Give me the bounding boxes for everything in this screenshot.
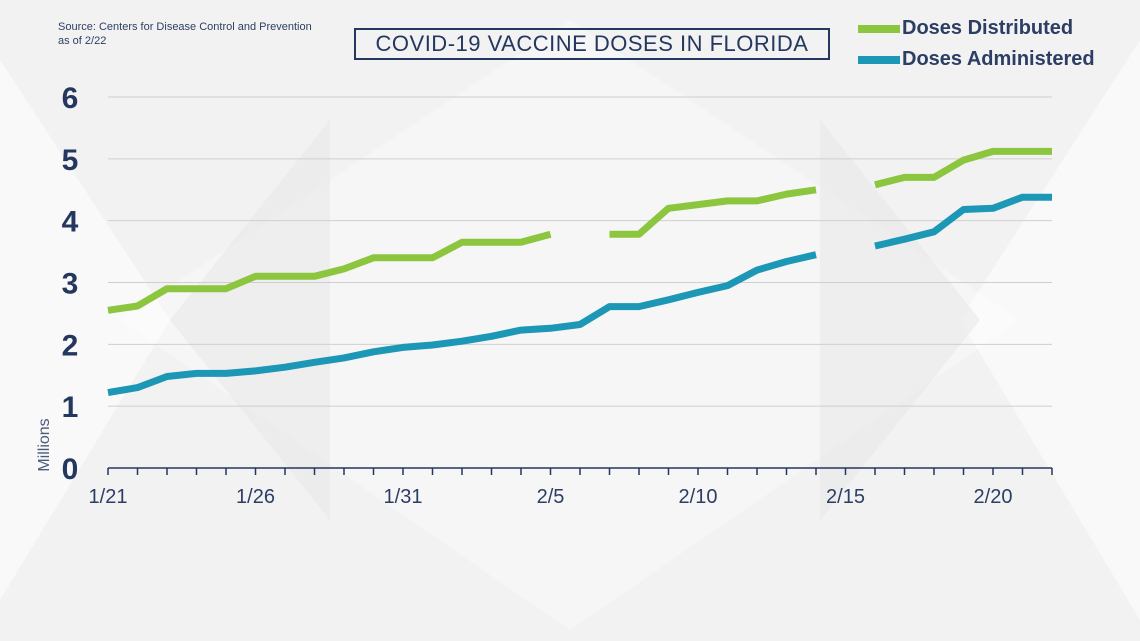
source-note: Source: Centers for Disease Control and … bbox=[58, 20, 312, 48]
y-axis-label: Millions bbox=[36, 418, 53, 471]
y-tick-label-3: 3 bbox=[62, 268, 79, 301]
x-tick-label-2-20: 2/20 bbox=[974, 486, 1013, 508]
legend-label-distributed: Doses Distributed bbox=[902, 17, 1074, 39]
as-of-date: as of 2/22 bbox=[58, 35, 107, 47]
chart-title: COVID-19 VACCINE DOSES IN FLORIDA bbox=[354, 28, 830, 60]
legend-swatch-distributed bbox=[858, 25, 900, 33]
source-line: Source: Centers for Disease Control and … bbox=[58, 21, 312, 33]
series-line-distributed-segment-0 bbox=[107, 230, 552, 314]
y-tick-label-5: 5 bbox=[62, 144, 79, 177]
y-tick-label-0: 0 bbox=[62, 453, 79, 486]
x-tick-label-1-31: 1/31 bbox=[384, 486, 423, 508]
x-tick-label-2-15: 2/15 bbox=[826, 486, 865, 508]
x-tick-label-1-26: 1/26 bbox=[236, 486, 275, 508]
x-tick-label-2-5: 2/5 bbox=[537, 486, 565, 508]
legend-swatch-administered bbox=[858, 56, 900, 64]
legend-label-administered: Doses Administered bbox=[902, 48, 1095, 70]
y-tick-label-2: 2 bbox=[62, 329, 79, 362]
series-line-distributed-segment-2 bbox=[874, 147, 1052, 189]
y-tick-label-6: 6 bbox=[62, 82, 79, 115]
x-tick-label-1-21: 1/21 bbox=[89, 486, 128, 508]
series-line-administered-segment-0 bbox=[107, 251, 817, 397]
y-tick-label-4: 4 bbox=[62, 206, 79, 239]
series-line-distributed-segment-1 bbox=[609, 186, 817, 238]
series-line-administered-segment-1 bbox=[874, 193, 1052, 250]
x-tick-label-2-10: 2/10 bbox=[679, 486, 718, 508]
y-tick-label-1: 1 bbox=[62, 391, 79, 424]
